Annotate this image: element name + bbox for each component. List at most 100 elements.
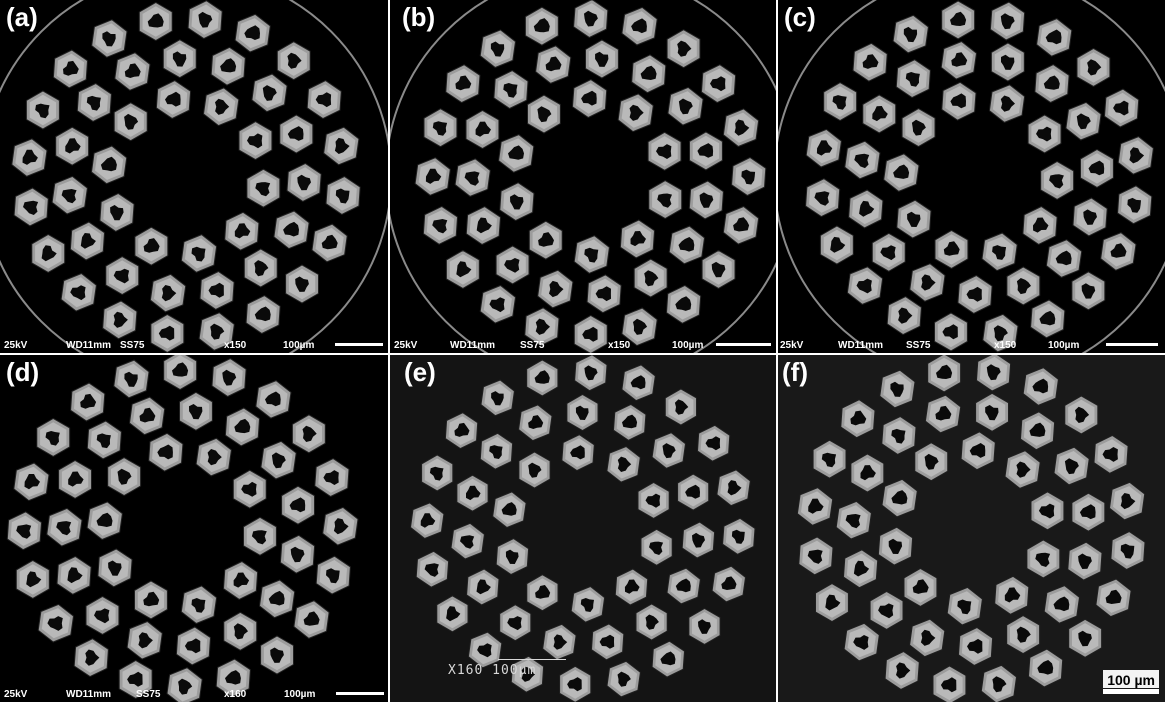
filament: [621, 307, 658, 347]
filament: [454, 158, 491, 197]
filament: [648, 180, 683, 220]
filament: [450, 522, 485, 560]
filament: [499, 182, 535, 222]
filament: [1027, 648, 1064, 688]
filament: [215, 658, 251, 698]
filament: [222, 560, 259, 600]
filament: [138, 1, 173, 42]
working-distance: WD11mm: [450, 340, 496, 351]
filament: [586, 274, 622, 314]
accelerating-voltage: 25kV: [4, 340, 28, 351]
filament: [1006, 266, 1041, 306]
filament: [445, 249, 480, 289]
filament: [279, 534, 316, 574]
filament: [901, 108, 936, 148]
filament: [612, 403, 647, 441]
filament: [498, 134, 535, 173]
filament: [840, 399, 876, 439]
filament: [238, 121, 273, 161]
filament: [844, 140, 881, 180]
filament: [559, 665, 592, 702]
filament: [668, 225, 706, 265]
filament: [835, 500, 872, 540]
filament: [621, 364, 656, 402]
micrograph-d: [6, 355, 359, 702]
filament: [85, 595, 120, 635]
filament: [640, 528, 673, 566]
filament: [924, 394, 962, 434]
panel-label-c: (c): [784, 2, 816, 32]
filament: [25, 90, 60, 130]
filament: [479, 29, 517, 69]
sem-info-bar-c: 25kV WD11mm SS75 x150 100µm: [778, 337, 1165, 351]
accelerating-voltage: 25kV: [4, 689, 28, 700]
magnification: x150: [994, 340, 1017, 351]
filament: [414, 157, 451, 196]
sem-info-bar-b: 25kV WD11mm SS75 x150 100µm: [390, 337, 776, 351]
micrograph-c: [778, 0, 1165, 353]
filament: [52, 49, 89, 89]
scale-bar: [1106, 343, 1158, 346]
spot-size: SS75: [120, 340, 145, 351]
filament: [842, 549, 879, 589]
filament: [422, 205, 459, 245]
panel-label-f: (f): [782, 357, 808, 387]
filament: [260, 440, 297, 480]
sem-info-bar-a: 25kV WD11mm SS75 x150 100µm: [0, 337, 388, 351]
filament: [1043, 585, 1081, 624]
filament: [187, 0, 223, 40]
filament: [179, 391, 213, 431]
filament: [619, 219, 656, 259]
filament: [492, 491, 527, 529]
filament: [175, 626, 212, 666]
filament: [315, 555, 351, 595]
filament: [988, 84, 1026, 123]
filament: [573, 0, 609, 39]
filament: [479, 432, 514, 470]
filament: [689, 131, 723, 171]
filament: [528, 220, 563, 260]
filament: [798, 536, 834, 576]
panel-e: (e) X160 100μm: [390, 355, 776, 702]
filament: [932, 665, 967, 702]
filament: [163, 355, 198, 391]
micrograph-a: [0, 0, 388, 353]
filament: [322, 506, 359, 546]
filament: [99, 192, 135, 232]
filament: [118, 659, 153, 699]
filament: [1030, 491, 1065, 531]
filament: [561, 434, 595, 472]
filament: [990, 42, 1025, 82]
filament: [960, 431, 996, 471]
filament: [107, 457, 142, 497]
filament: [722, 108, 760, 148]
magnification: x160: [224, 689, 247, 700]
filament: [914, 442, 949, 482]
filament: [606, 660, 641, 698]
filament: [1045, 239, 1083, 278]
filament: [869, 590, 904, 630]
filament: [688, 180, 724, 220]
filament: [852, 42, 888, 82]
filament: [286, 162, 322, 202]
filament: [479, 284, 517, 324]
filament: [423, 108, 458, 148]
filament: [535, 45, 572, 84]
filament: [981, 232, 1018, 272]
filament: [883, 153, 920, 192]
filament: [1027, 114, 1062, 154]
filament: [445, 64, 481, 104]
filament: [155, 80, 192, 120]
filament: [11, 138, 48, 177]
accelerating-voltage: 25kV: [394, 340, 418, 351]
filament: [982, 313, 1019, 353]
filament: [166, 667, 203, 702]
filament: [1076, 47, 1111, 87]
filament: [325, 175, 361, 215]
filament: [716, 469, 751, 507]
filament: [456, 474, 489, 512]
filament: [651, 640, 686, 678]
filament: [279, 114, 314, 154]
filament: [86, 501, 123, 541]
filament: [989, 1, 1026, 41]
